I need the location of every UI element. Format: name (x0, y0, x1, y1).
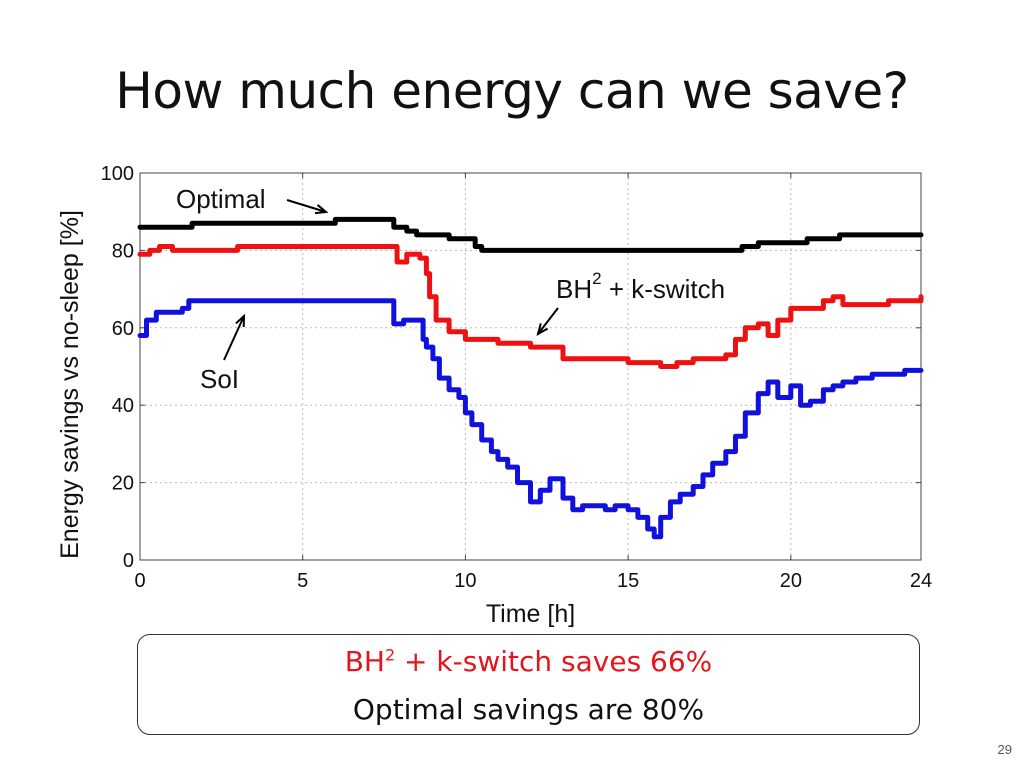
y-axis-label: Energy savings vs no-sleep [%] (56, 210, 84, 559)
y-tick-label: 20 (112, 473, 134, 495)
annotation-bh2-suffix: + k-switch (602, 274, 726, 304)
energy-savings-chart: 0 5 10 15 20 24 0 20 40 60 80 100 Optimal BH2 + k-sw… (56, 163, 933, 628)
annotation-bh2-kswitch: BH2 + k-switch (556, 269, 725, 304)
annotation-bh2-base: BH (556, 274, 592, 304)
annotation-sol: SoI (200, 364, 239, 394)
x-tick-label: 0 (134, 570, 145, 592)
x-tick-label: 5 (297, 570, 308, 592)
annotation-optimal-arrow-head (314, 204, 329, 215)
series-line-bh2-k-switch (137, 244, 924, 369)
summary-line-bh2: BH2 + k-switch saves 66% (138, 645, 919, 678)
slide-title: How much energy can we save? (115, 62, 909, 120)
plot-area-frame (139, 172, 922, 561)
x-tick-label: 10 (454, 570, 476, 592)
series-line-soi (137, 298, 924, 540)
x-tick-label: 15 (617, 570, 639, 592)
annotation-layer: Optimal BH2 + k-switch SoI (176, 184, 725, 394)
x-tick-label: 20 (780, 570, 802, 592)
summary-line-optimal: Optimal savings are 80% (352, 693, 705, 726)
y-tick-label: 40 (112, 395, 134, 417)
annotation-bh2-arrow (537, 307, 559, 335)
axis-ticks: 0 5 10 15 20 24 0 20 40 60 80 100 (101, 163, 933, 592)
y-tick-label: 60 (112, 318, 134, 340)
annotation-optimal: Optimal (176, 184, 266, 214)
y-tick-label: 0 (123, 550, 134, 572)
y-tick-label: 80 (112, 240, 134, 262)
x-tick-label: 24 (910, 570, 932, 592)
annotation-sol-arrow-head (235, 313, 246, 328)
x-axis-label: Time [h] (486, 600, 575, 628)
annotation-sol-arrow (223, 315, 245, 361)
annotation-optimal-arrow (286, 199, 327, 213)
series-layer (137, 216, 924, 540)
series-line-optimal (137, 216, 924, 253)
annotation-bh2-arrow-head (536, 323, 549, 337)
page-number: 29 (997, 742, 1012, 757)
summary-callout: BH2 + k-switch saves 66% Optimal savings… (137, 634, 920, 735)
y-tick-label: 100 (101, 163, 134, 185)
annotation-bh2-superscript: 2 (592, 269, 601, 288)
summary-line1-prefix: BH (344, 645, 385, 678)
summary-line1-superscript: 2 (384, 645, 396, 665)
summary-line1-suffix: + k-switch saves 66% (395, 645, 713, 678)
